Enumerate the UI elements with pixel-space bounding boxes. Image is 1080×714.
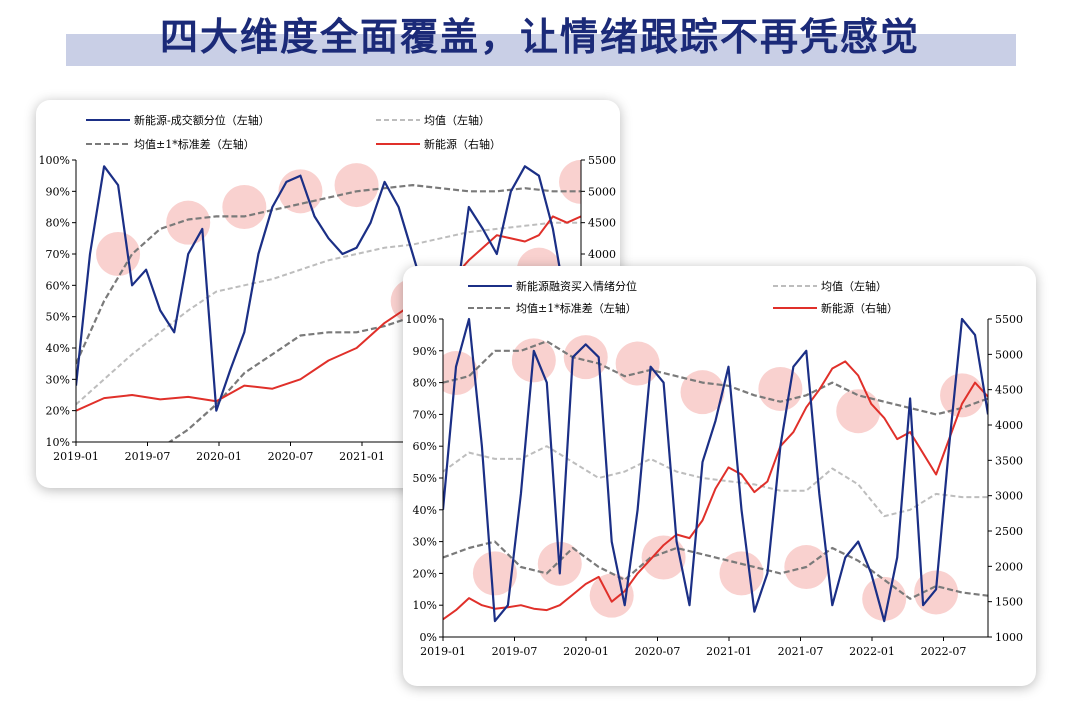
series-line-navy [443,317,988,623]
x-tick-label: 2020-01 [196,450,242,463]
left-tick-label: 60% [413,440,437,453]
left-tick-label: 70% [46,248,70,261]
left-tick-label: 50% [46,311,70,324]
highlight-circle [589,573,634,618]
legend: 新能源-成交额分位（左轴） 均值（左轴） 均值±1*标准差（左轴） 新能源（右轴） [86,113,501,151]
legend-label-navy: 新能源融资买入情绪分位 [516,279,637,293]
highlight-circle [222,185,267,229]
series-line-mean [76,221,581,406]
right-tick-label: 4000 [995,419,1023,432]
right-tick-label: 4000 [588,248,616,261]
series-group [443,317,988,623]
right-tick-label: 5500 [995,313,1023,326]
legend: 新能源融资买入情绪分位 均值（左轴） 均值±1*标准差（左轴） 新能源（右轴） [468,279,898,315]
right-tick-label: 4500 [995,384,1023,397]
legend-label-navy: 新能源-成交额分位（左轴） [134,113,270,127]
highlight-circle [615,341,660,386]
right-tick-label: 1500 [995,596,1023,609]
series-line-band [443,340,988,416]
series-line-mean [443,445,988,518]
x-tick-label: 2020-07 [635,645,681,658]
highlight-circle [96,232,141,276]
legend-label-red: 新能源（右轴） [821,301,898,315]
x-tick-label: 2019-07 [492,645,538,658]
x-tick-label: 2020-01 [563,645,609,658]
chart-card-margin: 100% 90% 80% 70% 60% 50% 40% 30% 20% 10% 0% 5500 500… [403,266,1036,686]
highlight-circle [719,551,764,596]
right-tick-label: 5000 [995,348,1023,361]
right-tick-label: 5500 [588,154,616,167]
left-tick-label: 40% [413,504,437,517]
legend-label-mean: 均值（左轴） [424,113,490,127]
highlight-circle [559,159,581,204]
plot-area [443,317,988,623]
left-tick-label: 90% [413,345,437,358]
x-tick-label: 2019-07 [125,450,171,463]
right-tick-label: 2000 [995,560,1023,573]
left-tick-label: 80% [46,217,70,230]
left-tick-label: 50% [413,472,437,485]
highlight-circle [680,370,725,415]
series-line-red [76,215,581,412]
highlight-circle [443,351,478,396]
margin-sentiment-chart: 100% 90% 80% 70% 60% 50% 40% 30% 20% 10% 0% 5500 500… [406,279,1023,658]
left-tick-label: 60% [46,279,70,292]
right-tick-label: 1000 [995,631,1023,644]
legend-label-band: 均值±1*标准差（左轴） [134,137,255,151]
left-tick-label: 0% [420,631,437,644]
series-line-navy [76,165,581,412]
highlight-circle [940,373,985,418]
x-tick-label: 2020-07 [268,450,314,463]
page-title: 四大维度全面覆盖，让情绪跟踪不再凭感觉 [159,15,920,59]
left-tick-label: 20% [413,567,437,580]
left-tick-label: 30% [46,373,70,386]
x-tick-label: 2022-01 [849,645,895,658]
series-line-red [443,360,988,621]
left-tick-label: 20% [46,405,70,418]
x-tick-label: 2022-07 [921,645,967,658]
left-tick-label: 100% [39,154,70,167]
right-tick-label: 4500 [588,217,616,230]
left-tick-label: 90% [46,185,70,198]
right-tick-label: 3500 [995,454,1023,467]
right-tick-label: 2500 [995,525,1023,538]
series-line-band [76,183,581,365]
highlight-circle [563,335,608,380]
left-tick-label: 80% [413,377,437,390]
left-tick-label: 40% [46,342,70,355]
highlight-circle [862,576,907,621]
x-tick-label: 2021-01 [706,645,752,658]
left-tick-label: 100% [406,313,437,326]
highlight-circle [641,535,686,580]
highlight-circle [334,163,379,208]
left-tick-label: 10% [413,599,437,612]
x-tick-label: 2021-01 [339,450,385,463]
left-tick-label: 70% [413,408,437,421]
left-tick-label: 30% [413,536,437,549]
legend-label-band: 均值±1*标准差（左轴） [516,301,637,315]
right-tick-label: 5000 [588,185,616,198]
highlight-circle [836,389,881,434]
left-tick-label: 10% [46,436,70,449]
x-tick-label: 2021-07 [778,645,824,658]
series-line-band [443,540,988,600]
x-tick-label: 2019-01 [53,450,99,463]
highlight-circle [758,366,803,411]
x-tick-label: 2019-01 [420,645,466,658]
title-band [66,34,1016,66]
right-tick-label: 3000 [995,490,1023,503]
legend-label-red: 新能源（右轴） [424,137,501,151]
legend-label-mean: 均值（左轴） [821,279,887,293]
highlight-circle [472,551,517,596]
